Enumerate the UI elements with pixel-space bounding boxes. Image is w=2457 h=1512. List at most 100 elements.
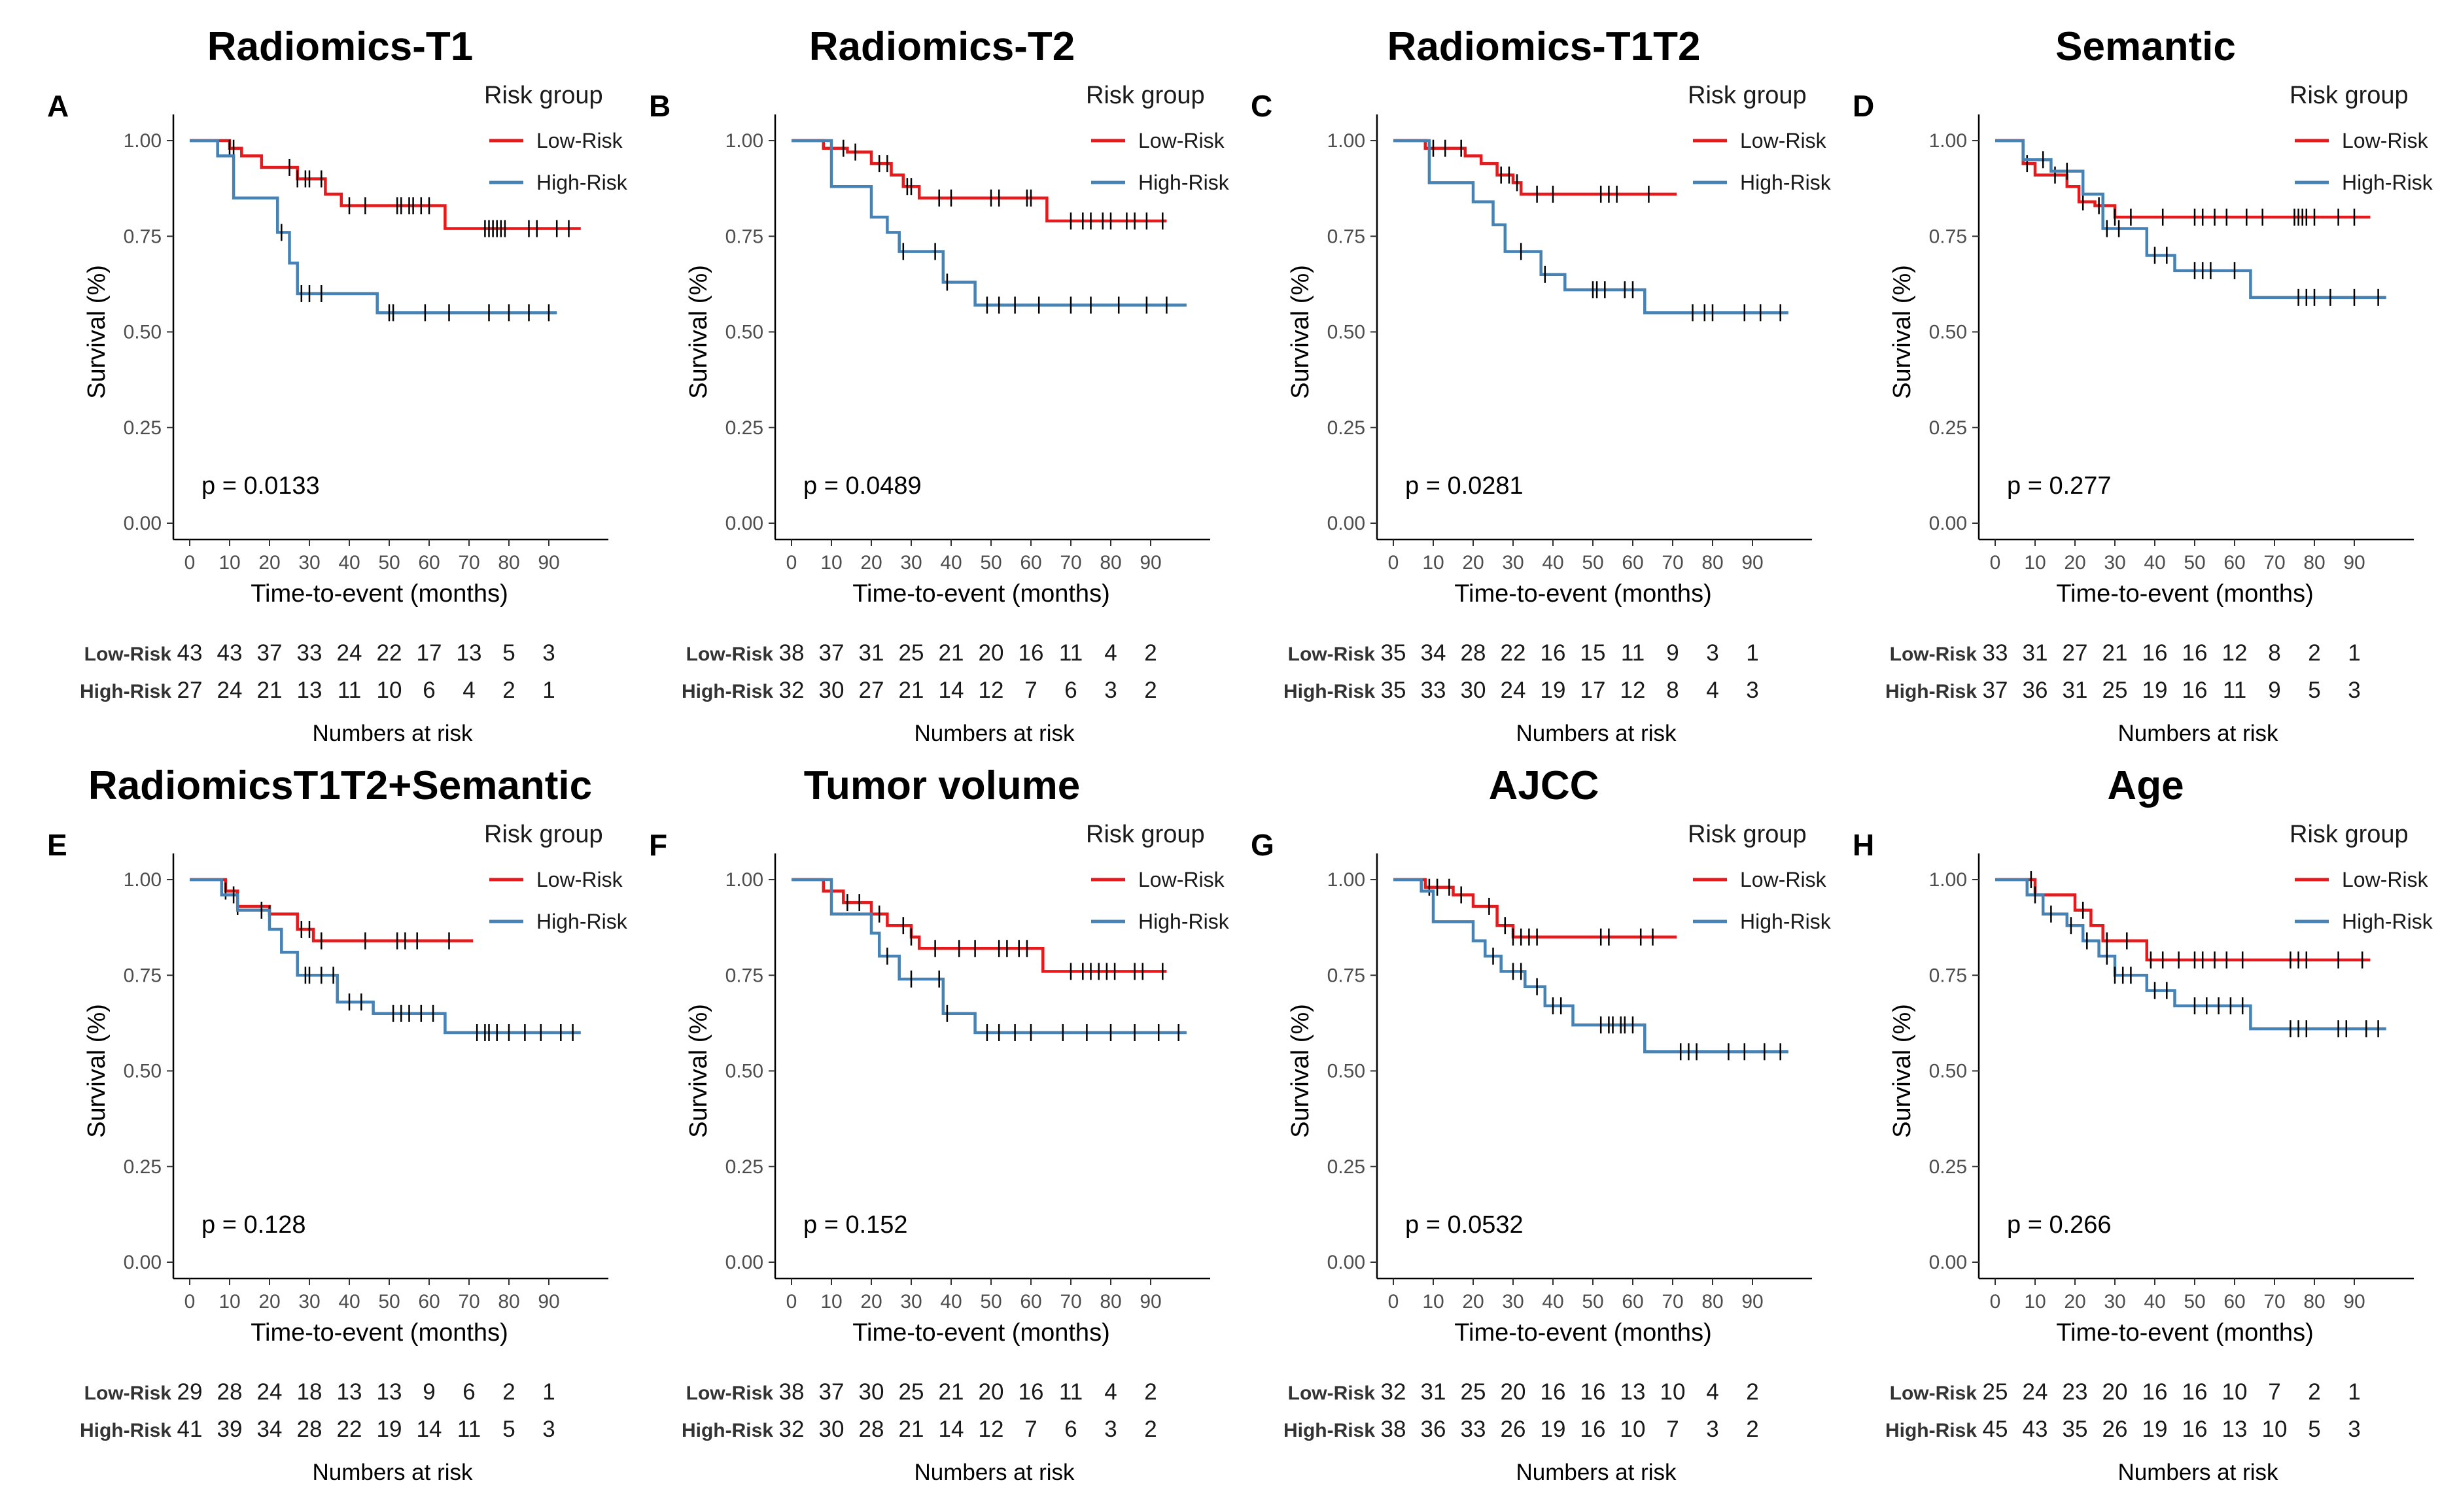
risk-count: 19 bbox=[1541, 1417, 1566, 1442]
y-tick-label: 0.25 bbox=[1929, 1156, 1967, 1178]
survival-curve-high-risk bbox=[792, 139, 1187, 307]
x-tick-label: 60 bbox=[1020, 1291, 1041, 1313]
risk-count: 19 bbox=[377, 1417, 402, 1442]
x-axis-label: Time-to-event (months) bbox=[1454, 1319, 1711, 1347]
risk-count: 3 bbox=[2348, 678, 2360, 703]
panel-letter: F bbox=[649, 828, 667, 862]
y-tick-label: 0.75 bbox=[1327, 965, 1365, 986]
survival-curve-high-risk bbox=[1995, 139, 2386, 300]
risk-count: 43 bbox=[2023, 1417, 2048, 1442]
legend-title: Risk group bbox=[1086, 82, 1205, 109]
y-tick-label: 0.75 bbox=[1327, 226, 1365, 247]
panel-letter: E bbox=[47, 828, 67, 862]
legend-label-low: Low-Risk bbox=[1740, 129, 1827, 152]
risk-count: 34 bbox=[1421, 640, 1446, 666]
y-axis-label: Survival (%) bbox=[1287, 1004, 1314, 1138]
risk-count: 10 bbox=[377, 678, 402, 703]
risk-count: 28 bbox=[859, 1417, 884, 1442]
y-tick-label: 0.50 bbox=[1327, 1061, 1365, 1082]
risk-count: 9 bbox=[423, 1379, 435, 1405]
risk-count: 26 bbox=[1501, 1417, 1526, 1442]
risk-count: 1 bbox=[1746, 640, 1758, 666]
risk-count: 3 bbox=[542, 1417, 555, 1442]
y-axis-label: Survival (%) bbox=[83, 265, 111, 399]
risk-count: 24 bbox=[2023, 1379, 2048, 1405]
x-tick-label: 60 bbox=[1622, 552, 1643, 574]
x-tick-label: 70 bbox=[1060, 552, 1081, 574]
risk-count: 3 bbox=[1706, 1417, 1718, 1442]
x-tick-label: 60 bbox=[1622, 1291, 1643, 1313]
risk-count: 2 bbox=[1144, 678, 1157, 703]
risk-count: 2 bbox=[1144, 640, 1157, 666]
risk-count: 15 bbox=[1580, 640, 1606, 666]
survival-curve-high-risk bbox=[190, 139, 557, 315]
risk-count: 35 bbox=[2063, 1417, 2088, 1442]
y-tick-label: 0.50 bbox=[725, 1061, 763, 1082]
risk-count: 12 bbox=[979, 1417, 1004, 1442]
y-axis-label: Survival (%) bbox=[1889, 1004, 1916, 1138]
risk-count: 8 bbox=[1666, 678, 1679, 703]
risk-count: 13 bbox=[377, 1379, 402, 1405]
p-value: p = 0.0281 bbox=[1405, 472, 1524, 500]
km-panel-a: Radiomics-T1 A Risk group Low-Risk High-Risk… bbox=[47, 24, 628, 746]
x-tick-label: 70 bbox=[1662, 552, 1683, 574]
y-tick-label: 0.75 bbox=[1929, 226, 1967, 247]
x-tick-label: 50 bbox=[1582, 1291, 1603, 1313]
x-tick-label: 20 bbox=[2064, 1291, 2085, 1313]
x-tick-label: 90 bbox=[2343, 1291, 2365, 1313]
risk-count: 2 bbox=[1746, 1379, 1758, 1405]
risk-count: 20 bbox=[979, 640, 1004, 666]
risk-count: 20 bbox=[979, 1379, 1004, 1405]
risk-count: 28 bbox=[1461, 640, 1486, 666]
x-tick-label: 60 bbox=[2223, 1291, 2245, 1313]
x-tick-label: 10 bbox=[1422, 552, 1444, 574]
km-panel-c: Radiomics-T1T2 C Risk group Low-Risk High-Ri… bbox=[1251, 24, 1832, 746]
legend-title: Risk group bbox=[484, 82, 603, 109]
x-tick-label: 70 bbox=[458, 552, 479, 574]
risk-count: 28 bbox=[217, 1379, 243, 1405]
km-panel-d: Semantic D Risk group Low-Risk High-Risk 0.00… bbox=[1853, 24, 2433, 746]
survival-curve-low-risk bbox=[1393, 139, 1677, 196]
legend-label-high: High-Risk bbox=[1138, 171, 1230, 194]
risk-count: 24 bbox=[217, 678, 243, 703]
risk-count: 7 bbox=[1024, 1417, 1037, 1442]
risk-count: 14 bbox=[417, 1417, 442, 1442]
km-panel-f: Tumor volume F Risk group Low-Risk High-Risk… bbox=[649, 763, 1230, 1485]
risk-count: 12 bbox=[2222, 640, 2248, 666]
risk-count: 4 bbox=[1706, 1379, 1718, 1405]
y-axis-label: Survival (%) bbox=[1287, 265, 1314, 399]
x-tick-label: 80 bbox=[498, 1291, 519, 1313]
risk-count: 32 bbox=[1381, 1379, 1406, 1405]
risk-count: 3 bbox=[1706, 640, 1718, 666]
km-panel-g: AJCC G Risk group Low-Risk High-Risk 0.00 0.25… bbox=[1251, 763, 1832, 1485]
x-tick-label: 50 bbox=[2184, 1291, 2205, 1313]
risk-count: 2 bbox=[1144, 1417, 1157, 1442]
risk-count: 33 bbox=[1983, 640, 2008, 666]
risk-count: 24 bbox=[337, 640, 362, 666]
risk-count: 14 bbox=[939, 1417, 964, 1442]
risk-count: 4 bbox=[462, 678, 475, 703]
legend-title: Risk group bbox=[1688, 821, 1807, 848]
x-tick-label: 20 bbox=[258, 1291, 280, 1313]
survival-curve-high-risk bbox=[1995, 878, 2386, 1031]
risk-row-label-low: Low-Risk bbox=[84, 1383, 172, 1404]
risk-count: 35 bbox=[1381, 640, 1406, 666]
risk-caption: Numbers at risk bbox=[914, 1460, 1075, 1485]
panel-letter: D bbox=[1853, 89, 1874, 123]
risk-count: 7 bbox=[1024, 678, 1037, 703]
y-tick-label: 0.25 bbox=[1327, 417, 1365, 439]
risk-count: 10 bbox=[1620, 1417, 1646, 1442]
x-tick-label: 0 bbox=[1388, 1291, 1399, 1313]
risk-row-label-high: High-Risk bbox=[1283, 681, 1375, 702]
x-tick-label: 50 bbox=[378, 1291, 400, 1313]
risk-count: 30 bbox=[819, 678, 845, 703]
survival-curve-low-risk bbox=[190, 878, 474, 942]
risk-caption: Numbers at risk bbox=[1516, 721, 1677, 746]
risk-count: 30 bbox=[1461, 678, 1486, 703]
panel-title: Radiomics-T1 bbox=[207, 24, 474, 69]
risk-count: 36 bbox=[1421, 1417, 1446, 1442]
risk-count: 28 bbox=[297, 1417, 322, 1442]
legend-label-low: Low-Risk bbox=[536, 129, 623, 152]
x-axis-label: Time-to-event (months) bbox=[852, 580, 1109, 608]
risk-count: 41 bbox=[177, 1417, 203, 1442]
